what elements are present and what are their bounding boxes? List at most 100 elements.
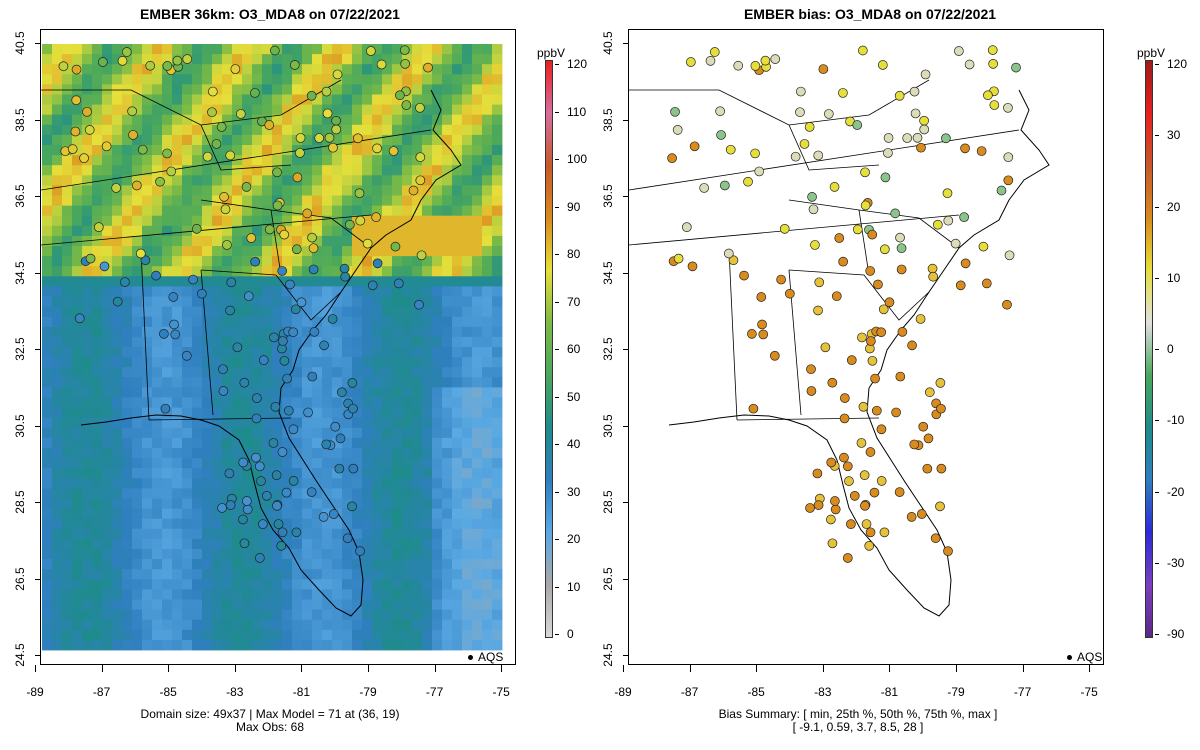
grid-cell	[242, 528, 253, 540]
grid-cell	[402, 377, 413, 388]
grid-cell	[162, 336, 173, 348]
grid-cell	[232, 528, 243, 540]
grid-cell	[472, 286, 483, 297]
grid-cell	[132, 134, 143, 146]
model-map[interactable]	[41, 30, 516, 665]
grid-cell	[172, 458, 183, 469]
grid-cell	[182, 468, 193, 479]
grid-cell	[292, 538, 303, 550]
grid-cell	[102, 448, 113, 459]
station-marker	[256, 476, 266, 486]
model-map-frame[interactable]	[40, 29, 516, 665]
y-tick-mark	[623, 578, 628, 580]
grid-cell	[362, 397, 373, 408]
grid-cell	[342, 518, 353, 530]
grid-cell	[442, 155, 453, 166]
grid-cell	[482, 599, 493, 610]
grid-cell	[392, 134, 403, 146]
grid-cell	[432, 266, 443, 277]
grid-cell	[302, 175, 313, 186]
grid-cell	[52, 276, 63, 287]
grid-cell	[152, 74, 163, 85]
colorbar-tick-label: -20	[1167, 484, 1185, 499]
grid-cell	[402, 195, 413, 206]
grid-cell	[312, 165, 323, 176]
grid-cell	[82, 215, 93, 227]
grid-cell	[212, 549, 223, 560]
grid-cell	[132, 397, 143, 408]
grid-cell	[142, 448, 153, 459]
grid-cell	[372, 448, 383, 459]
grid-cell	[402, 458, 413, 469]
grid-cell	[292, 377, 303, 388]
grid-cell	[172, 518, 183, 530]
grid-cell	[102, 64, 113, 75]
y-tick-label: 28.5	[13, 490, 27, 514]
grid-cell	[242, 387, 253, 398]
station-marker	[160, 403, 171, 414]
grid-cell	[222, 609, 233, 621]
bias-map[interactable]	[629, 30, 1104, 665]
station-marker	[927, 263, 938, 274]
grid-cell	[62, 629, 73, 641]
grid-cell	[192, 235, 203, 247]
grid-cell	[452, 629, 463, 641]
grid-cell	[232, 266, 243, 277]
grid-cell	[252, 165, 263, 176]
grid-cell	[112, 498, 123, 509]
grid-cell	[382, 518, 393, 530]
grid-cell	[492, 195, 503, 206]
grid-cell	[132, 84, 143, 95]
station-marker	[750, 61, 761, 71]
station-marker	[795, 107, 805, 118]
grid-cell	[322, 357, 333, 368]
grid-cell	[462, 508, 473, 520]
grid-cell	[142, 478, 153, 489]
grid-cell	[282, 569, 293, 580]
bias-map-frame[interactable]	[628, 29, 1104, 665]
grid-cell	[462, 276, 473, 287]
grid-cell	[322, 448, 333, 459]
station-marker	[728, 255, 739, 266]
grid-cell	[52, 377, 63, 388]
grid-cell	[392, 114, 403, 126]
grid-cell	[482, 427, 493, 439]
grid-cell	[332, 367, 343, 378]
grid-cell	[442, 44, 453, 55]
grid-cell	[392, 316, 403, 328]
grid-cell	[52, 175, 63, 186]
grid-cell	[232, 437, 243, 449]
station-marker	[188, 274, 198, 285]
grid-cell	[312, 448, 323, 459]
grid-cell	[92, 498, 103, 509]
grid-cell	[62, 377, 73, 388]
grid-cell	[412, 579, 423, 590]
station-marker	[318, 512, 329, 522]
grid-cell	[202, 407, 213, 419]
grid-cell	[92, 256, 103, 267]
grid-cell	[352, 508, 363, 520]
grid-cell	[232, 357, 243, 368]
grid-cell	[262, 377, 273, 388]
grid-cell	[152, 246, 163, 257]
grid-cell	[132, 387, 143, 398]
station-marker	[865, 447, 876, 457]
grid-cell	[282, 155, 293, 166]
station-marker	[334, 463, 345, 474]
grid-cell	[362, 175, 373, 186]
grid-cell	[332, 104, 343, 116]
grid-cell	[452, 538, 463, 550]
grid-cell	[192, 528, 203, 540]
grid-cell	[222, 639, 233, 651]
grid-cell	[302, 437, 313, 449]
grid-cell	[42, 417, 53, 429]
grid-cell	[42, 377, 53, 388]
grid-cell	[262, 609, 273, 621]
state-boundary	[858, 209, 870, 276]
grid-cell	[432, 336, 443, 348]
grid-cell	[322, 639, 333, 651]
grid-cell	[162, 387, 173, 398]
grid-cell	[322, 165, 333, 176]
grid-cell	[462, 225, 473, 237]
grid-cell	[402, 134, 413, 146]
